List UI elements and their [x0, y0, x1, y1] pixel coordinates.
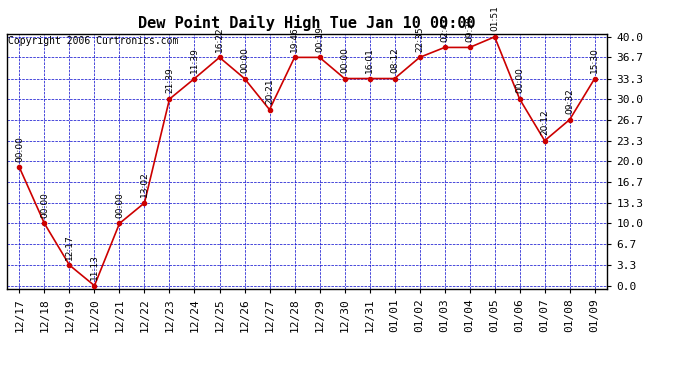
Text: 12:17: 12:17: [65, 234, 74, 260]
Text: 00:00: 00:00: [40, 192, 49, 218]
Text: 00:00: 00:00: [240, 47, 249, 73]
Text: 13:02: 13:02: [140, 172, 149, 197]
Text: 00:00: 00:00: [515, 68, 524, 93]
Text: 00:00: 00:00: [15, 136, 24, 162]
Text: 20:21: 20:21: [265, 78, 274, 104]
Text: 00:19: 00:19: [315, 26, 324, 52]
Text: 15:30: 15:30: [590, 47, 599, 73]
Text: 08:12: 08:12: [390, 47, 399, 73]
Text: 19:46: 19:46: [290, 26, 299, 52]
Text: 02:47: 02:47: [440, 16, 449, 42]
Text: 21:39: 21:39: [165, 68, 174, 93]
Text: 20:12: 20:12: [540, 110, 549, 135]
Text: 09:39: 09:39: [465, 16, 474, 42]
Text: 09:32: 09:32: [565, 88, 574, 114]
Text: 16:22: 16:22: [215, 26, 224, 52]
Text: 00:00: 00:00: [115, 192, 124, 218]
Text: 11:39: 11:39: [190, 47, 199, 73]
Text: Copyright 2006 Curtronics.com: Copyright 2006 Curtronics.com: [8, 36, 179, 46]
Text: 11:13: 11:13: [90, 254, 99, 280]
Text: 16:01: 16:01: [365, 47, 374, 73]
Text: 00:00: 00:00: [340, 47, 349, 73]
Title: Dew Point Daily High Tue Jan 10 00:00: Dew Point Daily High Tue Jan 10 00:00: [138, 15, 476, 31]
Text: 01:51: 01:51: [490, 5, 499, 31]
Text: 22:35: 22:35: [415, 26, 424, 52]
